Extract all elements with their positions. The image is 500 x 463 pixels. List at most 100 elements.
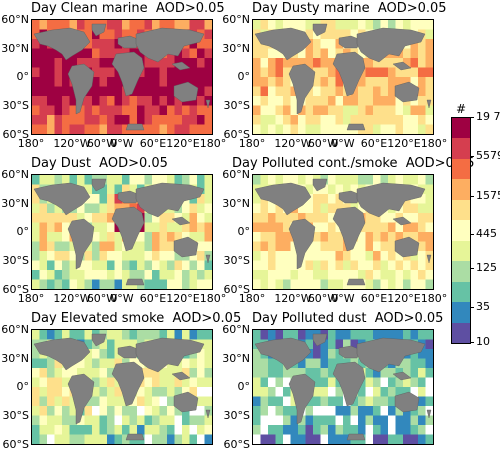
grid-cell [283, 241, 291, 252]
grid-cell [268, 387, 276, 397]
grid-cell [335, 270, 344, 280]
land-mass [288, 218, 316, 270]
grid-cell [343, 29, 351, 40]
grid-cell [268, 96, 276, 106]
grid-cell [122, 270, 130, 280]
grid-cell [107, 377, 115, 388]
grid-cell [54, 77, 63, 87]
grid-cell [197, 48, 205, 59]
land-mass [91, 178, 107, 192]
grid-cell [32, 330, 40, 340]
grid-cell [47, 270, 55, 280]
grid-cell [275, 105, 284, 116]
grid-cell [425, 330, 433, 340]
grid-cell [204, 175, 212, 185]
land-mass [356, 337, 426, 373]
grid-cell [129, 339, 138, 350]
y-tick-30s: 30°S [2, 254, 29, 267]
grid-cell [122, 434, 130, 444]
grid-cell [99, 67, 108, 78]
grid-cell [380, 96, 389, 106]
grid-cell [114, 29, 123, 40]
grid-cell [365, 241, 374, 252]
grid-cell [47, 415, 55, 426]
land-mass [338, 345, 362, 359]
grid-cell [373, 105, 381, 116]
grid-cell [305, 368, 314, 378]
grid-cell [320, 58, 329, 68]
grid-cell [114, 105, 123, 116]
grid-cell [92, 434, 100, 444]
grid-cell [167, 377, 175, 388]
grid-cell [39, 330, 48, 340]
grid-cell [54, 434, 63, 444]
grid-cell [410, 39, 419, 49]
grid-cell [182, 48, 190, 59]
grid-cell [260, 415, 269, 426]
grid-cell [189, 203, 198, 214]
grid-cell [137, 330, 145, 340]
grid-cell [305, 58, 314, 68]
grid-cell [174, 415, 183, 426]
grid-cell [328, 20, 336, 30]
grid-cell [365, 270, 374, 280]
grid-cell [197, 96, 205, 106]
grid-cell [350, 241, 359, 252]
grid-cell [418, 48, 426, 59]
grid-cell [197, 368, 205, 378]
grid-cell [54, 251, 63, 261]
grid-cell [253, 260, 261, 271]
grid-cell [403, 330, 411, 340]
grid-cell [403, 260, 411, 271]
grid-cell [99, 349, 108, 359]
grid-cell [189, 105, 198, 116]
land-mass [288, 63, 316, 115]
land-mass [171, 216, 191, 226]
grid-cell [159, 213, 168, 223]
grid-cell [152, 105, 160, 116]
grid-cell [129, 241, 138, 252]
grid-cell [167, 58, 175, 68]
grid-cell [418, 77, 426, 87]
grid-cell [410, 415, 419, 426]
y-tick-60s: 60°S [2, 128, 29, 141]
colorbar-title: # [456, 102, 467, 116]
grid-cell [152, 270, 160, 280]
grid-cell [260, 270, 269, 280]
grid-cell [418, 387, 426, 397]
grid-cell [159, 67, 168, 78]
grid-cell [159, 20, 168, 30]
grid-cell [197, 260, 205, 271]
grid-cell [182, 387, 190, 397]
grid-cell [268, 377, 276, 388]
grid-cell [92, 86, 100, 97]
grid-cell [99, 48, 108, 59]
grid-cell [77, 58, 85, 68]
grid-cell [425, 58, 433, 68]
grid-cell [32, 270, 40, 280]
grid-cell [410, 406, 419, 416]
grid-cell [320, 377, 329, 388]
grid-cell [380, 415, 389, 426]
grid-cell [84, 203, 93, 214]
grid-cell [358, 251, 366, 261]
grid-cell [335, 415, 344, 426]
panel-title-clean-marine: Day Clean marine AOD>0.05 [31, 1, 225, 16]
grid-cell [152, 213, 160, 223]
grid-cell [290, 279, 299, 289]
grid-cell [253, 96, 261, 106]
grid-cell [122, 105, 130, 116]
grid-cell [77, 368, 85, 378]
grid-cell [283, 232, 291, 242]
grid-cell [298, 203, 306, 214]
grid-cell [290, 105, 299, 116]
grid-cell [268, 58, 276, 68]
grid-cell [144, 434, 153, 444]
grid-cell [92, 232, 100, 242]
grid-cell [174, 115, 183, 125]
grid-cell [283, 115, 291, 125]
grid-cell [343, 434, 351, 444]
grid-cell [313, 39, 321, 49]
x-tick-60e: 60°E [360, 292, 388, 305]
grid-cell [54, 232, 63, 242]
